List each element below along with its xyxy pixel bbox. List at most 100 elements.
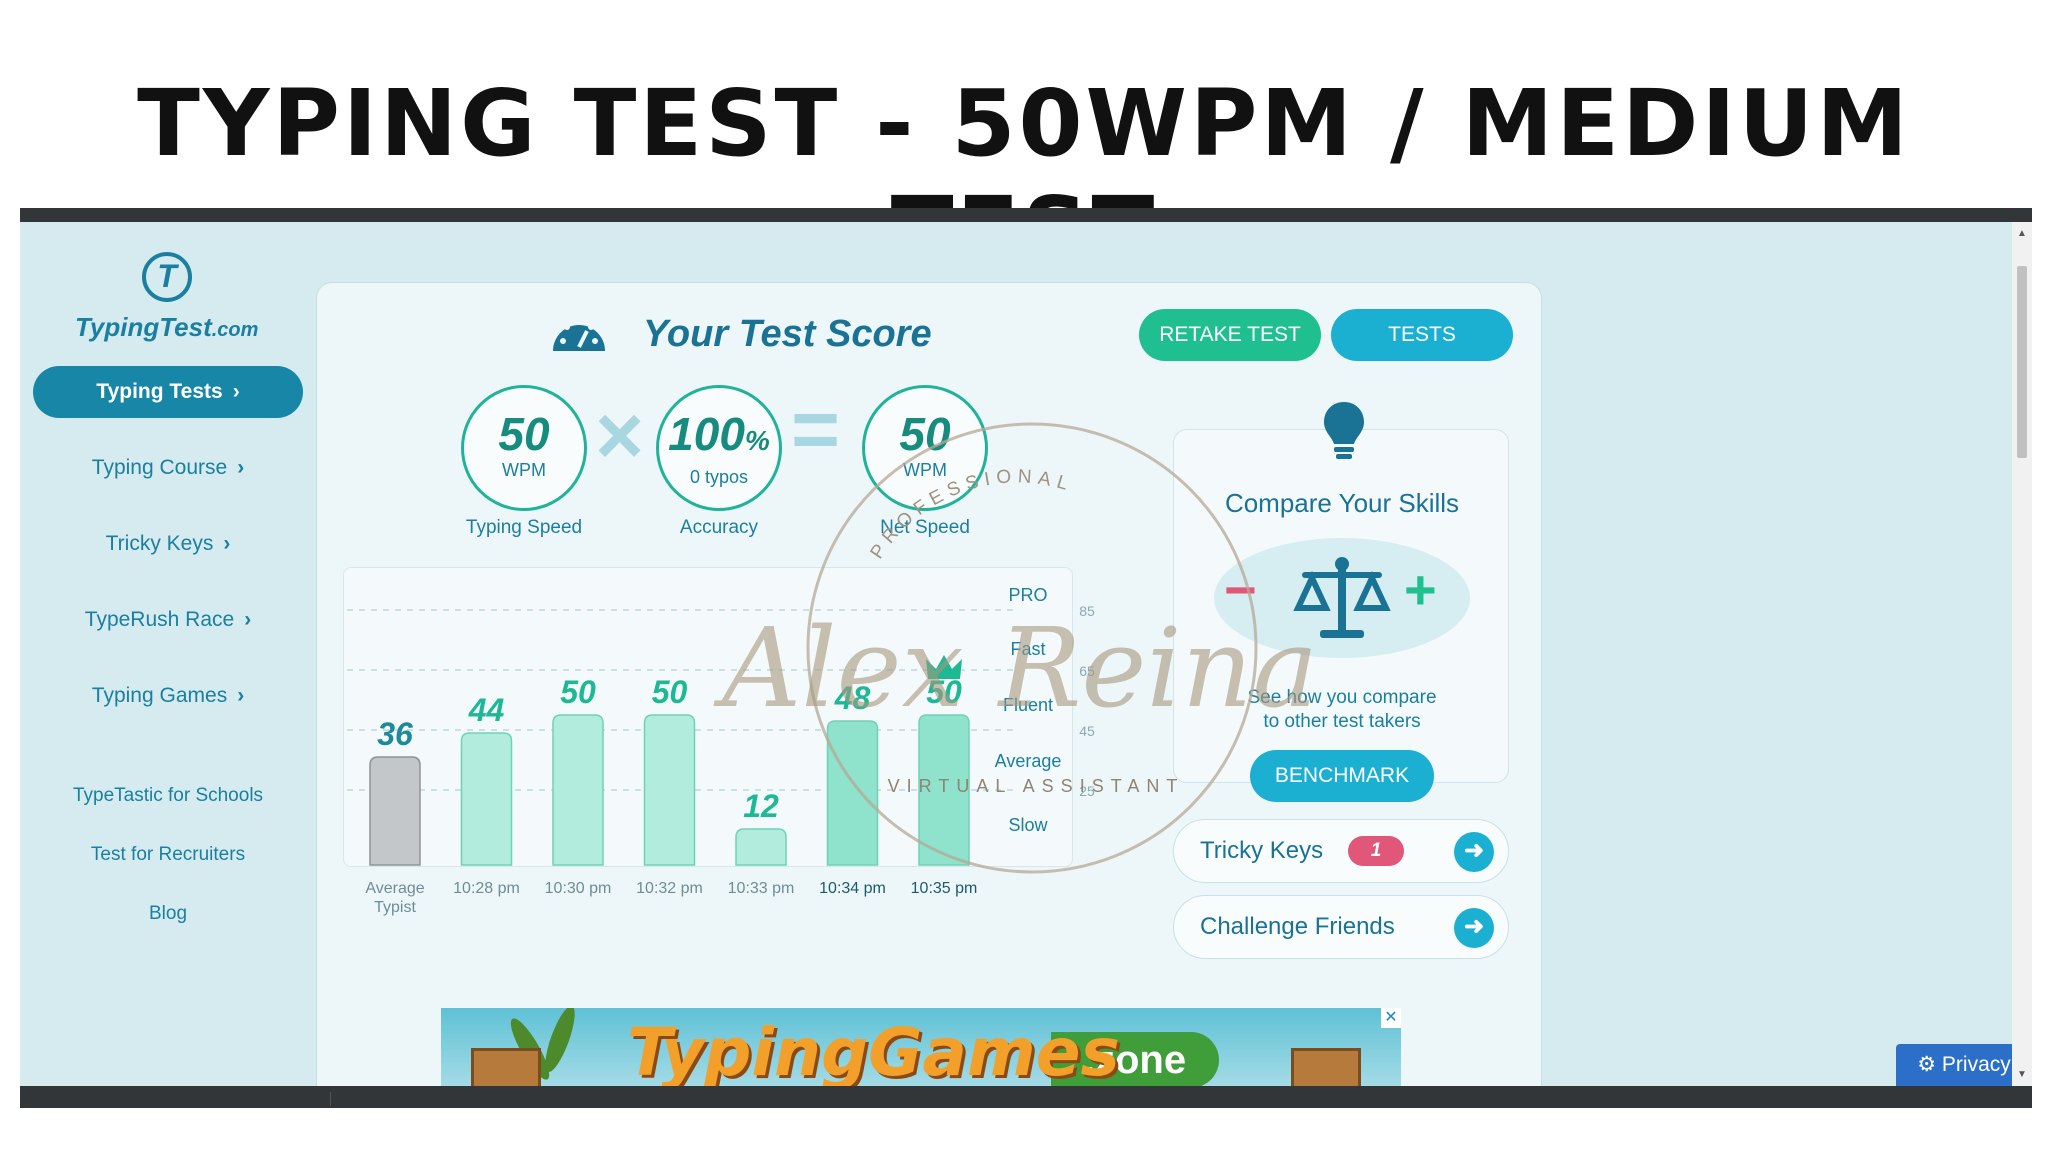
site-logo-text[interactable]: TypingTest.com	[75, 312, 258, 343]
accuracy-typos: 0 typos	[689, 467, 749, 487]
nav-typerush-race[interactable]: TypeRush Race ›	[33, 608, 303, 632]
accuracy-label: Accuracy	[679, 517, 759, 538]
nav-typing-course[interactable]: Typing Course ›	[33, 456, 303, 480]
multiply-icon: ×	[595, 388, 645, 482]
bar-value-label: 12	[743, 788, 779, 824]
chevron-right-icon: ›	[237, 684, 245, 707]
vertical-scrollbar[interactable]: ▲ ▼	[2012, 222, 2032, 1086]
chevron-right-icon: ›	[237, 456, 245, 479]
threshold-label: 45	[1079, 723, 1095, 739]
chart-bar	[460, 732, 513, 866]
bar-value-label: 36	[377, 716, 413, 752]
x-tick-label: 10:34 pm	[819, 880, 886, 897]
x-tick-label: 10:28 pm	[453, 880, 520, 897]
retake-test-button[interactable]: RETAKE TEST	[1139, 309, 1321, 361]
chart-bar	[552, 714, 604, 866]
accuracy-value: 100	[668, 408, 745, 460]
chevron-right-icon: ›	[223, 532, 231, 555]
challenge-friends-label: Challenge Friends	[1200, 913, 1395, 940]
x-tick-label: 10:35 pm	[911, 880, 978, 897]
level-label: PRO	[1008, 585, 1047, 605]
crate-decoration	[1291, 1048, 1361, 1086]
website-viewport: T TypingTest.com Typing Tests › Typing Co…	[20, 222, 2012, 1086]
logo-tld: .com	[211, 319, 259, 341]
challenge-friends-row[interactable]: Challenge Friends ➜	[1173, 895, 1509, 959]
arrow-right-icon[interactable]: ➜	[1454, 832, 1494, 872]
logo-name: TypingTest	[75, 312, 212, 342]
chevron-right-icon: ›	[232, 380, 240, 403]
logo-mark-letter: T	[157, 258, 177, 294]
ad-zone-tag: .zone	[1051, 1032, 1219, 1086]
balance-scale-icon	[1293, 557, 1391, 638]
scroll-down-icon[interactable]: ▼	[2017, 1069, 2027, 1080]
compare-description: See how you compare to other test takers	[1204, 686, 1480, 734]
chart-bar	[826, 720, 879, 866]
nav-item-label: Tricky Keys	[105, 532, 214, 555]
lightbulb-icon	[1324, 402, 1364, 459]
scrollbar-thumb[interactable]	[2017, 266, 2027, 458]
compare-skills-panel: Compare Your Skills − + See how you comp…	[1173, 402, 1509, 802]
nav-typing-tests[interactable]: Typing Tests ›	[33, 366, 303, 418]
threshold-label: 25	[1079, 783, 1095, 799]
compare-description-line-1: See how you compare	[1247, 687, 1437, 708]
typing-speed-circle: 50 WPM	[461, 385, 587, 511]
level-label: Slow	[1008, 815, 1048, 835]
nav-tricky-keys[interactable]: Tricky Keys ›	[33, 532, 303, 556]
crown-icon	[926, 655, 962, 679]
browser-top-bar	[20, 208, 2032, 222]
link-typetastic-for-schools[interactable]: TypeTastic for Schools	[72, 785, 264, 806]
accuracy-circle: 100% 0 typos	[656, 385, 782, 511]
typing-speed-value: 50	[498, 408, 550, 460]
nav-item-label: Typing Course	[91, 456, 228, 479]
privacy-button[interactable]: ⚙ Privacy	[1896, 1044, 2012, 1086]
link-blog[interactable]: Blog	[148, 903, 188, 924]
crate-decoration	[471, 1048, 541, 1086]
close-icon[interactable]: ✕	[1381, 1008, 1401, 1028]
plus-icon: +	[1404, 558, 1437, 621]
typing-games-ad-banner[interactable]: .zone TypingGames ✕	[441, 1008, 1401, 1086]
compare-skills-title: Compare Your Skills	[1224, 488, 1460, 518]
tricky-keys-row[interactable]: Tricky Keys 1 ➜	[1173, 819, 1509, 883]
speedometer-icon	[553, 318, 605, 351]
bar-value-label: 50	[652, 674, 688, 710]
arrow-right-icon[interactable]: ➜	[1454, 908, 1494, 948]
level-label: Fast	[1010, 639, 1045, 659]
scroll-up-icon[interactable]: ▲	[2017, 228, 2027, 239]
compare-description-line-2: to other test takers	[1263, 711, 1421, 732]
nav-typing-tests-label: Typing Tests	[96, 380, 223, 403]
ad-brand-text: TypingGames	[627, 1014, 1120, 1086]
minus-icon: −	[1224, 558, 1257, 621]
tricky-keys-count-badge: 1	[1348, 836, 1404, 866]
accuracy-percent-sign: %	[744, 425, 770, 456]
chart-bar	[735, 828, 787, 866]
bar-value-label: 50	[926, 674, 962, 710]
level-label: Fluent	[1003, 695, 1053, 715]
threshold-label: 85	[1079, 603, 1095, 619]
x-tick-label: Typist	[374, 899, 416, 916]
x-tick-label: 10:32 pm	[636, 880, 703, 897]
tests-button[interactable]: TESTS	[1331, 309, 1513, 361]
your-test-score-title: Your Test Score	[643, 313, 932, 355]
bar-value-label: 48	[834, 680, 871, 716]
taskbar-divider	[330, 1092, 331, 1106]
chart-bar	[918, 714, 970, 866]
bar-value-label: 44	[468, 692, 505, 728]
typingtest-logo-icon[interactable]: T	[142, 252, 192, 302]
chart-bar	[643, 714, 696, 866]
bar-value-label: 50	[560, 674, 596, 710]
benchmark-button[interactable]: BENCHMARK	[1250, 750, 1434, 802]
threshold-label: 65	[1079, 663, 1095, 679]
chevron-right-icon: ›	[244, 608, 252, 631]
link-test-for-recruiters[interactable]: Test for Recruiters	[90, 844, 246, 865]
nav-typing-games[interactable]: Typing Games ›	[33, 684, 303, 708]
gear-icon: ⚙	[1917, 1053, 1942, 1076]
typing-speed-label: Typing Speed	[465, 517, 583, 538]
browser-bottom-bar	[20, 1086, 2032, 1108]
level-label: Average	[995, 751, 1062, 771]
test-score-card: Your Test Score RETAKE TEST TESTS 50 WPM…	[316, 282, 1542, 1086]
typing-speed-unit: WPM	[502, 460, 546, 480]
x-tick-label: 10:33 pm	[728, 880, 795, 897]
tricky-keys-label: Tricky Keys	[1200, 837, 1324, 864]
x-tick-label: 10:30 pm	[545, 880, 612, 897]
